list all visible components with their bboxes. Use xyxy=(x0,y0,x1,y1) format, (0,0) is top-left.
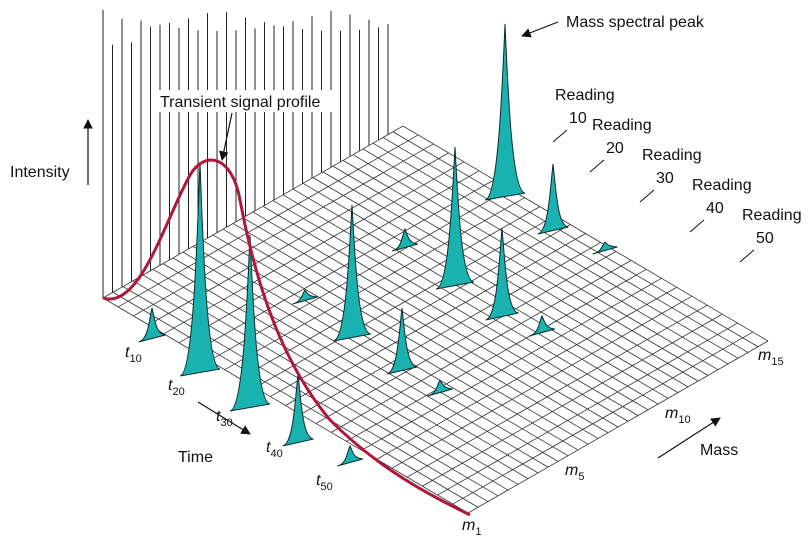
mass-label: m5 xyxy=(565,462,584,483)
reading-number: 40 xyxy=(706,200,724,217)
time-label: t50 xyxy=(316,472,333,493)
reading-leader xyxy=(689,219,705,233)
reading-leader xyxy=(589,159,605,173)
time-label: t30 xyxy=(216,408,233,429)
grid-line xyxy=(352,154,719,371)
mass-arrow xyxy=(657,417,721,459)
reading-leader xyxy=(552,129,568,143)
subscript: 30 xyxy=(220,417,232,429)
symbol: m xyxy=(665,405,678,422)
grid-line xyxy=(272,200,639,416)
grid-line xyxy=(342,160,709,376)
reading-label: Reading xyxy=(555,87,615,104)
peak xyxy=(229,234,271,412)
grid-line xyxy=(292,188,659,405)
grid-line xyxy=(102,297,469,514)
grid-line xyxy=(392,131,759,348)
reading-label: Reading xyxy=(692,177,752,194)
peak xyxy=(337,444,363,467)
grid-line xyxy=(372,142,739,359)
reading-label: Reading xyxy=(742,207,802,224)
grid-line xyxy=(362,148,729,365)
peak xyxy=(333,204,371,342)
symbol: t xyxy=(125,344,130,361)
subscript: 1 xyxy=(475,526,481,536)
time-label: t40 xyxy=(266,439,283,460)
subscript: 15 xyxy=(771,356,783,368)
peaks xyxy=(138,23,618,467)
time-label: t10 xyxy=(125,344,142,365)
time-arrow xyxy=(197,401,251,435)
symbol: t xyxy=(216,408,221,425)
symbol: m xyxy=(565,462,578,479)
peak xyxy=(435,146,475,290)
peak xyxy=(386,307,418,375)
grid-line xyxy=(212,234,579,451)
peak-annotation: Mass spectral peak xyxy=(566,14,705,31)
peak xyxy=(529,314,555,337)
peak xyxy=(427,379,453,397)
grid-line xyxy=(122,286,489,502)
reading-number: 10 xyxy=(569,110,587,127)
grid-line xyxy=(182,251,549,468)
mass-label: m10 xyxy=(665,405,691,426)
intensity-label: Intensity xyxy=(10,164,70,181)
transient-profile xyxy=(102,158,471,517)
subscript: 40 xyxy=(270,448,282,460)
grid-line xyxy=(282,194,649,411)
symbol: m xyxy=(758,347,771,364)
grid-line xyxy=(252,211,619,428)
subscript: 5 xyxy=(578,471,584,483)
grid-line xyxy=(172,257,539,474)
grid-line xyxy=(262,205,629,422)
grid-line xyxy=(232,223,599,439)
peak xyxy=(179,161,221,377)
symbol: t xyxy=(168,377,173,394)
grid-line xyxy=(382,137,749,353)
reading-leader xyxy=(739,249,755,263)
grid-line xyxy=(202,240,569,457)
subscript: 20 xyxy=(172,386,184,398)
grid-line xyxy=(192,246,559,462)
peak-leader xyxy=(521,21,559,38)
subscript: 10 xyxy=(678,414,690,426)
symbol: t xyxy=(266,439,271,456)
labels: Reading 10 Reading 20 Reading 30 Reading 40 Read… xyxy=(125,87,802,536)
time-label: Time xyxy=(178,449,213,466)
time-label: t20 xyxy=(168,377,185,398)
grid-line xyxy=(332,165,699,382)
grid-line xyxy=(152,268,519,485)
mass-label: m1 xyxy=(462,517,481,536)
reading-number: 50 xyxy=(756,230,774,247)
grid-line xyxy=(242,217,609,434)
reading-label: Reading xyxy=(592,117,652,134)
grid-line xyxy=(312,177,679,393)
profile-annotation: Transient signal profile xyxy=(160,94,320,111)
reading-number: 30 xyxy=(656,170,674,187)
peak xyxy=(484,23,526,201)
peak xyxy=(537,163,569,235)
symbol: m xyxy=(462,517,475,534)
grid-line xyxy=(402,125,769,342)
peak xyxy=(592,241,618,255)
peak xyxy=(138,307,166,343)
label-bg xyxy=(154,90,336,112)
peak xyxy=(292,289,318,305)
peak xyxy=(391,227,419,252)
profile-leader xyxy=(219,112,233,161)
reading-number: 20 xyxy=(606,140,624,157)
subscript: 50 xyxy=(320,481,332,493)
peak xyxy=(485,227,519,321)
reading-leader xyxy=(639,189,655,203)
grid-line xyxy=(162,263,529,479)
subscript: 10 xyxy=(129,353,141,365)
symbol: t xyxy=(316,472,321,489)
grid-line xyxy=(302,182,669,399)
mass-label: m15 xyxy=(758,347,784,368)
reading-label: Reading xyxy=(642,147,702,164)
mass-label: Mass xyxy=(700,442,738,459)
